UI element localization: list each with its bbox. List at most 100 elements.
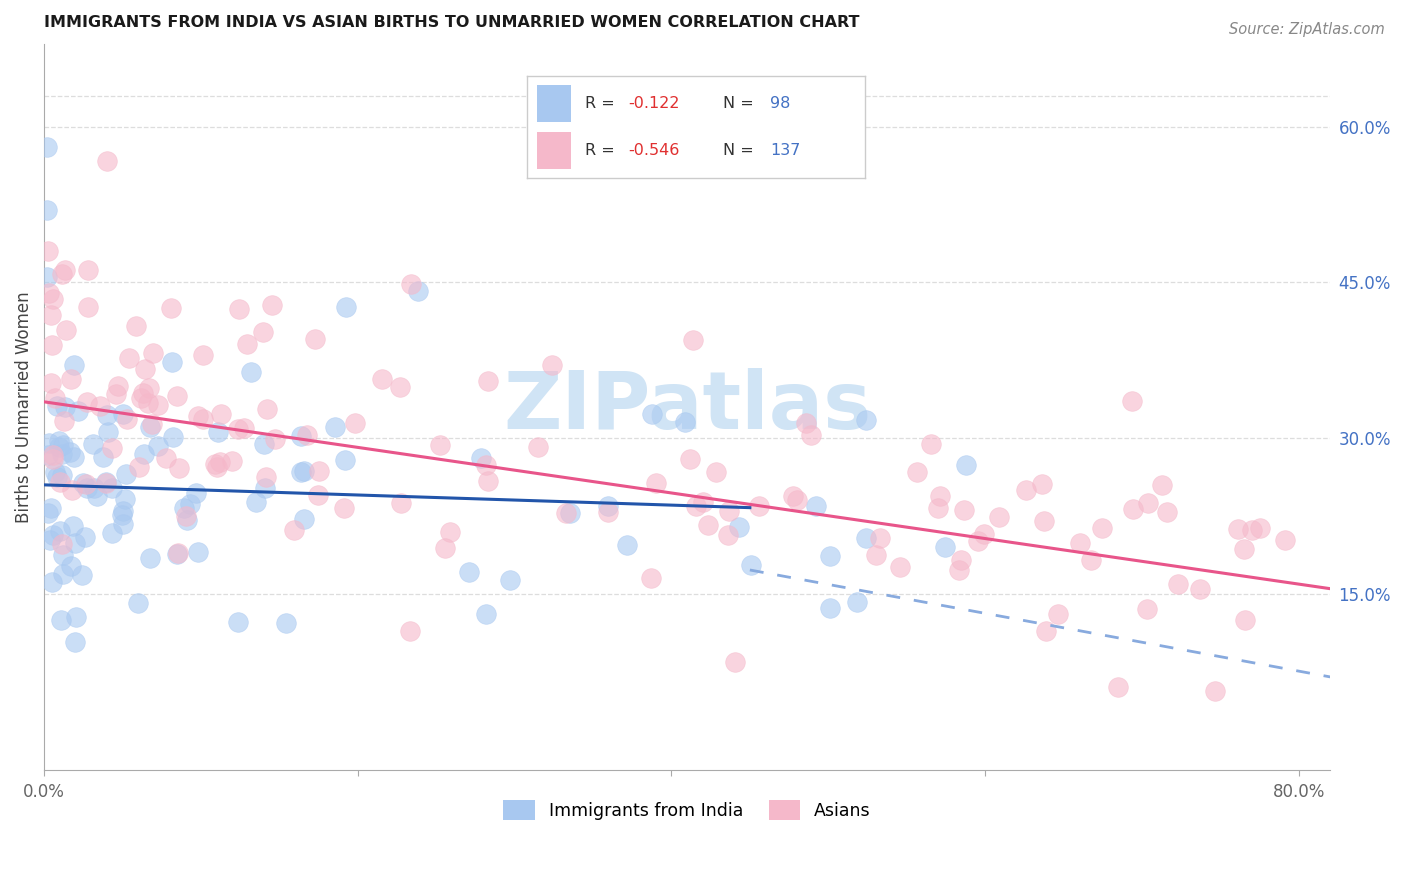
Point	[65, 536, 87, 550]
Point	[37, 202, 59, 217]
Point	[1121, 393, 1143, 408]
Point	[96, 154, 118, 169]
Point	[191, 348, 214, 362]
Point	[1152, 478, 1174, 492]
Point	[42, 527, 65, 541]
Point	[433, 541, 456, 556]
Point	[724, 655, 747, 669]
FancyBboxPatch shape	[537, 132, 571, 169]
Point	[100, 526, 122, 541]
Point	[205, 459, 228, 474]
Point	[598, 505, 620, 519]
Point	[297, 428, 319, 442]
Point	[76, 395, 98, 409]
Point	[174, 508, 197, 523]
Point	[987, 510, 1010, 524]
Point	[204, 457, 226, 471]
Point	[458, 565, 481, 579]
Point	[70, 568, 93, 582]
Point	[253, 481, 276, 495]
Text: R =: R =	[585, 144, 620, 158]
Point	[226, 422, 249, 436]
Text: N =: N =	[723, 144, 759, 158]
Point	[48, 440, 70, 454]
Point	[800, 427, 823, 442]
Point	[97, 425, 120, 439]
Point	[51, 267, 73, 281]
Point	[256, 402, 278, 417]
Point	[91, 450, 114, 465]
Point	[869, 531, 891, 545]
Point	[105, 387, 128, 401]
Point	[233, 421, 256, 435]
Point	[292, 464, 315, 478]
Point	[65, 609, 87, 624]
Point	[38, 285, 60, 300]
Point	[679, 451, 702, 466]
Text: IMMIGRANTS FROM INDIA VS ASIAN BIRTHS TO UNMARRIED WOMEN CORRELATION CHART: IMMIGRANTS FROM INDIA VS ASIAN BIRTHS TO…	[44, 15, 859, 30]
Point	[718, 504, 741, 518]
Point	[950, 553, 973, 567]
Point	[470, 451, 492, 466]
Point	[148, 399, 170, 413]
Text: -0.122: -0.122	[628, 96, 681, 111]
Point	[59, 445, 82, 459]
Point	[389, 496, 412, 510]
Point	[304, 332, 326, 346]
Text: N =: N =	[723, 96, 759, 111]
Point	[818, 549, 841, 563]
Point	[1167, 576, 1189, 591]
Point	[920, 436, 942, 450]
Point	[740, 558, 762, 573]
Point	[127, 596, 149, 610]
Point	[52, 414, 75, 428]
Point	[96, 408, 118, 422]
Point	[101, 481, 124, 495]
Point	[37, 270, 59, 285]
Point	[37, 506, 59, 520]
Point	[41, 452, 63, 467]
Point	[208, 455, 231, 469]
Point	[429, 438, 451, 452]
Point	[167, 546, 190, 560]
Point	[228, 615, 250, 630]
Point	[673, 415, 696, 429]
Point	[308, 488, 330, 502]
Point	[343, 416, 366, 430]
Point	[245, 494, 267, 508]
Point	[115, 412, 138, 426]
Point	[39, 500, 62, 515]
Point	[55, 323, 77, 337]
Point	[60, 558, 83, 573]
Point	[167, 461, 190, 475]
Point	[39, 308, 62, 322]
Point	[52, 437, 75, 451]
Point	[846, 594, 869, 608]
Point	[1204, 684, 1226, 698]
Point	[645, 476, 668, 491]
Point	[128, 460, 150, 475]
Point	[1069, 535, 1091, 549]
Point	[477, 374, 499, 388]
Point	[46, 399, 69, 413]
Point	[42, 448, 65, 462]
Point	[160, 301, 183, 315]
Point	[77, 300, 100, 314]
Point	[112, 407, 135, 421]
Point	[101, 441, 124, 455]
Point	[1031, 477, 1053, 491]
Point	[49, 524, 72, 538]
Point	[138, 380, 160, 394]
Point	[598, 499, 620, 513]
Point	[76, 482, 98, 496]
Point	[89, 399, 111, 413]
Point	[111, 516, 134, 531]
Point	[82, 436, 104, 450]
Point	[717, 528, 740, 542]
Point	[1189, 582, 1212, 597]
Point	[155, 451, 177, 466]
Point	[927, 500, 949, 515]
Point	[221, 454, 243, 468]
Point	[794, 416, 817, 430]
Point	[240, 365, 263, 379]
